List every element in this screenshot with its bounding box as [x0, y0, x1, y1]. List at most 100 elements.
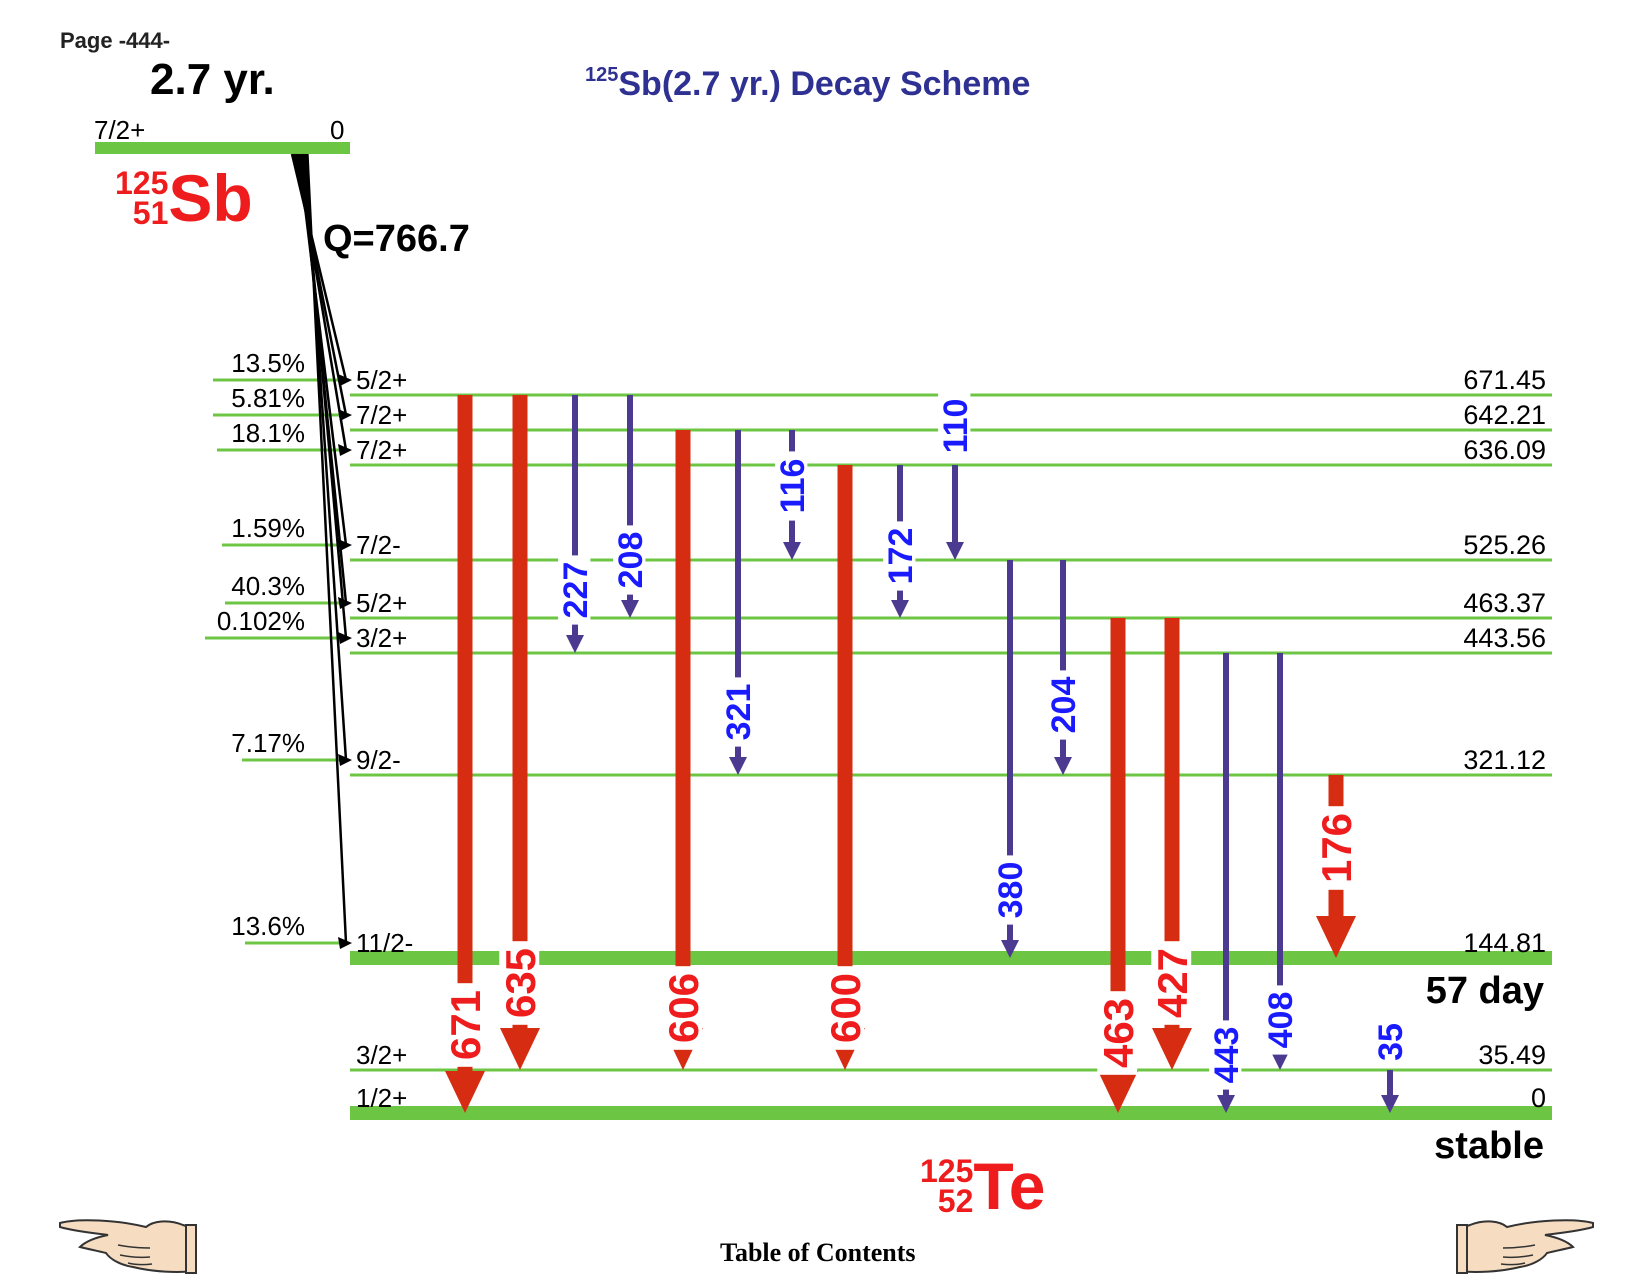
- beta-intensity-label: 0.102%: [217, 606, 305, 636]
- gamma-321-shaft: [735, 430, 741, 757]
- level-spin-label: 3/2+: [356, 1040, 407, 1070]
- gamma-408-arrowhead: [1271, 1052, 1289, 1070]
- level-spin-label: 7/2+: [356, 435, 407, 465]
- daughter-nuclide: 125 52Te: [920, 1148, 1046, 1224]
- level-line-321.12: [350, 773, 1552, 777]
- table-of-contents-link[interactable]: Table of Contents: [720, 1238, 916, 1267]
- parent-nuclide: 125 51Sb: [115, 160, 253, 236]
- gamma-671-label-group: 671: [442, 983, 489, 1067]
- gamma-energy-label: 600: [822, 973, 869, 1043]
- gamma-600-shaft: [837, 465, 853, 1028]
- next-page-hand-icon[interactable]: [1455, 1215, 1595, 1275]
- gamma-35-label-group: 35: [1372, 1017, 1410, 1067]
- level-spin-label: 7/2-: [356, 530, 401, 560]
- gamma-energy-label: 227: [557, 562, 595, 619]
- title-mass-number: 125: [585, 64, 619, 86]
- gamma-energy-label: 606: [660, 973, 707, 1043]
- gamma-427-shaft: [1164, 618, 1180, 1028]
- gamma-671-shaft: [457, 395, 473, 1071]
- level-line-35.49: [350, 1068, 1552, 1072]
- level-energy-label: 525.26: [1463, 530, 1546, 560]
- beta-intensity-label: 40.3%: [231, 571, 305, 601]
- level-halflife-label: stable: [1434, 1125, 1544, 1167]
- gamma-label-backing: [558, 555, 591, 625]
- gamma-380-shaft: [1007, 560, 1013, 940]
- page-title: 125Sb(2.7 yr.) Decay Scheme: [585, 64, 1030, 104]
- gamma-176-label-group: 176: [1313, 806, 1360, 890]
- beta-intensity-label: 7.17%: [231, 728, 305, 758]
- parent-level-bar: [95, 142, 350, 154]
- beta-arrowhead: [338, 374, 352, 386]
- parent-mass-number: 125: [115, 164, 169, 201]
- page-label: Page -444-: [60, 28, 171, 53]
- gamma-110-label-group: 110: [937, 391, 975, 461]
- gamma-110-arrowhead: [946, 542, 964, 560]
- gamma-204-label-group: 204: [1045, 670, 1083, 740]
- gamma-label-backing: [499, 941, 540, 1025]
- level-line-463.37: [350, 616, 1552, 620]
- level-line-144.81: [350, 951, 1552, 965]
- level-spin-label: 3/2+: [356, 623, 407, 653]
- gamma-label-backing: [938, 391, 971, 461]
- gamma-227-label-group: 227: [557, 555, 595, 625]
- level-spin-label: 5/2+: [356, 588, 407, 618]
- gamma-635-shaft: [512, 395, 528, 1028]
- gamma-427-label-group: 427: [1149, 941, 1196, 1025]
- level-spin-label: 5/2+: [356, 365, 407, 395]
- level-energy-label: 0: [1531, 1083, 1546, 1113]
- gamma-transitions: 6716352272086063211166001721103802044634…: [442, 391, 1410, 1113]
- beta-feed-lines: 13.5% 5.81% 18.1% 1.59% 40.3% 0.102% 7.17% 13.6…: [205, 153, 352, 949]
- gamma-408-shaft: [1277, 653, 1283, 1052]
- gamma-label-backing: [444, 983, 485, 1067]
- beta-intensity-label: 13.6%: [231, 911, 305, 941]
- gamma-204-arrowhead: [1054, 757, 1072, 775]
- gamma-energy-label: 172: [882, 528, 920, 585]
- beta-arrowhead: [338, 632, 352, 644]
- gamma-208-shaft: [627, 395, 633, 600]
- gamma-635-label-group: 635: [497, 941, 544, 1025]
- gamma-label-backing: [824, 966, 865, 1050]
- parent-symbol: Sb: [168, 161, 253, 235]
- parent-spin: 7/2+: [94, 115, 146, 145]
- gamma-227-shaft: [572, 395, 578, 635]
- gamma-204-shaft: [1060, 560, 1066, 757]
- gamma-label-backing: [1097, 991, 1138, 1075]
- q-value: Q=766.7: [323, 218, 470, 260]
- gamma-321-label-group: 321: [720, 677, 758, 747]
- gamma-606-label-group: 606: [660, 966, 707, 1050]
- gamma-label-backing: [1373, 1017, 1406, 1067]
- gamma-463-arrowhead: [1098, 1071, 1138, 1113]
- beta-intensity-label: 1.59%: [231, 513, 305, 543]
- previous-page-hand-icon[interactable]: [58, 1215, 198, 1275]
- gamma-35-arrowhead: [1381, 1095, 1399, 1113]
- gamma-671-arrowhead: [445, 1071, 485, 1113]
- level-energy-label: 35.49: [1478, 1040, 1546, 1070]
- beta-decay-arrow: [306, 153, 348, 944]
- beta-intensity-label: 18.1%: [231, 418, 305, 448]
- gamma-label-backing: [1151, 941, 1192, 1025]
- gamma-606-shaft: [675, 430, 691, 1028]
- gamma-463-label-group: 463: [1095, 991, 1142, 1075]
- beta-arrowhead: [338, 937, 352, 949]
- gamma-energy-label: 110: [937, 399, 975, 454]
- gamma-label-backing: [883, 521, 916, 591]
- gamma-energy-label: 116: [774, 459, 812, 514]
- gamma-176-arrowhead: [1316, 916, 1356, 958]
- gamma-energy-label: 427: [1149, 948, 1196, 1018]
- level-line-0: [350, 1106, 1552, 1120]
- level-spin-label: 7/2+: [356, 400, 407, 430]
- gamma-label-backing: [1263, 985, 1296, 1055]
- gamma-energy-label: 635: [497, 948, 544, 1018]
- gamma-label-backing: [662, 966, 703, 1050]
- gamma-label-backing: [721, 677, 754, 747]
- level-energy-label: 144.81: [1463, 928, 1546, 958]
- level-energy-label: 321.12: [1463, 745, 1546, 775]
- level-line-525.26: [350, 558, 1552, 562]
- level-energy-label: 642.21: [1463, 400, 1546, 430]
- gamma-208-label-group: 208: [612, 525, 650, 595]
- gamma-321-arrowhead: [729, 757, 747, 775]
- gamma-443-arrowhead: [1217, 1095, 1235, 1113]
- gamma-208-arrowhead: [621, 600, 639, 618]
- level-spin-label: 11/2-: [356, 928, 413, 958]
